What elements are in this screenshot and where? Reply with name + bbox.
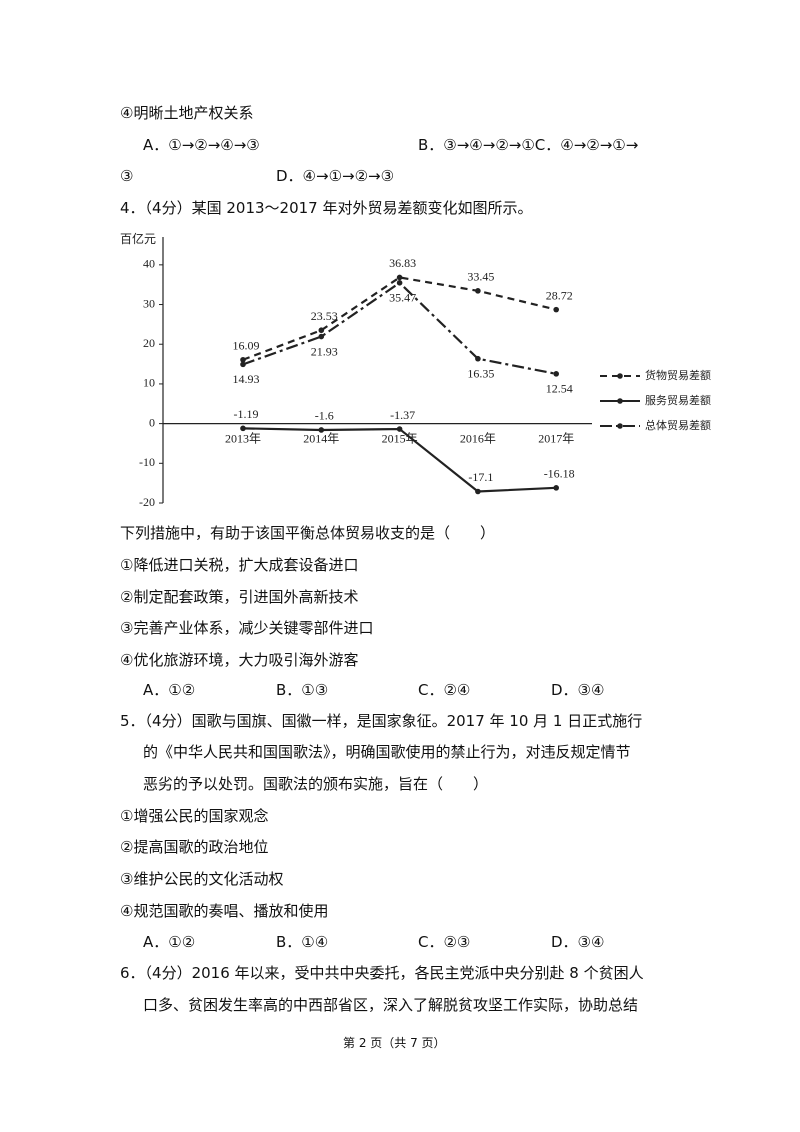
x-tick-label: 2013年 bbox=[225, 431, 261, 445]
legend-label: 货物贸易差额 bbox=[645, 368, 711, 382]
legend-marker bbox=[617, 398, 623, 404]
data-point bbox=[318, 333, 325, 340]
data-label: 35.47 bbox=[389, 291, 416, 305]
option: B．①④ bbox=[276, 933, 329, 951]
option: D．③④ bbox=[551, 681, 605, 699]
x-tick-label: 2017年 bbox=[538, 431, 574, 445]
question: 下列措施中，有助于该国平衡总体贸易收支的是（ ） bbox=[120, 524, 496, 542]
item: ②提高国歌的政治地位 bbox=[120, 838, 269, 856]
item: ④优化旅游环境，大力吸引海外游客 bbox=[120, 651, 359, 669]
y-axis-label: 百亿元 bbox=[120, 231, 156, 246]
y-tick-label: -20 bbox=[139, 495, 155, 509]
legend-label: 服务贸易差额 bbox=[645, 393, 711, 407]
option: D．③④ bbox=[551, 933, 605, 951]
y-tick-label: 40 bbox=[143, 257, 155, 271]
y-tick-label: 0 bbox=[149, 415, 155, 429]
option: D．④→①→②→③ bbox=[276, 167, 395, 185]
item: ③维护公民的文化活动权 bbox=[120, 870, 284, 888]
option: B．①③ bbox=[276, 681, 329, 699]
question-stem: 5．（4分）国歌与国旗、国徽一样，是国家象征。2017 年 10 月 1 日正式… bbox=[120, 712, 643, 730]
legend-label: 总体贸易差额 bbox=[645, 418, 711, 432]
data-label: 36.83 bbox=[389, 256, 416, 270]
question-stem: 4．（4分）某国 2013～2017 年对外贸易差额变化如图所示。 bbox=[120, 199, 533, 217]
data-point bbox=[318, 427, 325, 433]
data-label: -1.37 bbox=[390, 408, 415, 422]
data-point bbox=[475, 488, 481, 495]
data-label: -17.1 bbox=[468, 470, 493, 484]
option: A．①② bbox=[143, 933, 196, 951]
y-tick-label: 20 bbox=[143, 336, 155, 350]
legend-marker bbox=[617, 423, 623, 429]
item: ④明晰土地产权关系 bbox=[120, 104, 254, 122]
data-label: 33.45 bbox=[467, 270, 494, 284]
question-stem: 的《中华人民共和国国歌法》，明确国歌使用的禁止行为，对违反规定情节 bbox=[143, 743, 631, 761]
data-label: -1.19 bbox=[234, 407, 259, 421]
data-label: 23.53 bbox=[311, 309, 338, 323]
data-label: -1.6 bbox=[315, 409, 334, 423]
data-label: 14.93 bbox=[233, 372, 260, 386]
data-point bbox=[475, 355, 481, 362]
item: ①降低进口关税，扩大成套设备进口 bbox=[120, 556, 359, 574]
data-label: -16.18 bbox=[544, 467, 575, 481]
item: ④规范国歌的奏唱、播放和使用 bbox=[120, 902, 329, 920]
option: C．②③ bbox=[418, 933, 471, 951]
option: A．①→②→④→③ bbox=[143, 136, 260, 154]
y-tick-label: -10 bbox=[139, 455, 155, 469]
data-label: 21.93 bbox=[311, 344, 338, 358]
data-point bbox=[396, 274, 403, 281]
legend-marker bbox=[617, 373, 623, 379]
item: ②制定配套政策，引进国外高新技术 bbox=[120, 588, 359, 606]
data-point bbox=[240, 356, 246, 363]
question-stem: 恶劣的予以处罚。国歌法的颁布实施，旨在（ ） bbox=[143, 775, 489, 793]
y-tick-label: 10 bbox=[143, 376, 155, 390]
option: B．③→④→②→①C．④→②→①→ bbox=[418, 136, 639, 154]
data-point bbox=[396, 280, 403, 286]
data-label: 12.54 bbox=[546, 382, 573, 396]
data-point bbox=[553, 306, 559, 313]
page-footer: 第 2 页（共 7 页） bbox=[343, 1036, 446, 1050]
item: ③完善产业体系，减少关键零部件进口 bbox=[120, 619, 374, 637]
y-tick-label: 30 bbox=[143, 296, 155, 310]
x-tick-label: 2016年 bbox=[460, 431, 496, 445]
data-point bbox=[475, 288, 481, 294]
data-point bbox=[553, 371, 559, 377]
data-point bbox=[396, 426, 403, 432]
data-point bbox=[318, 327, 325, 334]
question-stem: 口多、贫困发生率高的中西部省区，深入了解脱贫攻坚工作实际，协助总结 bbox=[143, 996, 639, 1014]
data-label: 28.72 bbox=[546, 288, 573, 302]
data-point bbox=[553, 485, 559, 491]
item: ①增强公民的国家观念 bbox=[120, 807, 269, 825]
option: C．②④ bbox=[418, 681, 471, 699]
x-tick-label: 2014年 bbox=[303, 431, 339, 445]
data-label: 16.35 bbox=[467, 366, 494, 380]
data-point bbox=[240, 425, 246, 432]
option: ③ bbox=[120, 167, 134, 185]
question-stem: 6．（4分）2016 年以来，受中共中央委托，各民主党派中央分别赴 8 个贫困人 bbox=[120, 964, 644, 982]
data-label: 16.09 bbox=[233, 339, 260, 353]
data-point bbox=[240, 361, 246, 368]
option: A．①② bbox=[143, 681, 196, 699]
